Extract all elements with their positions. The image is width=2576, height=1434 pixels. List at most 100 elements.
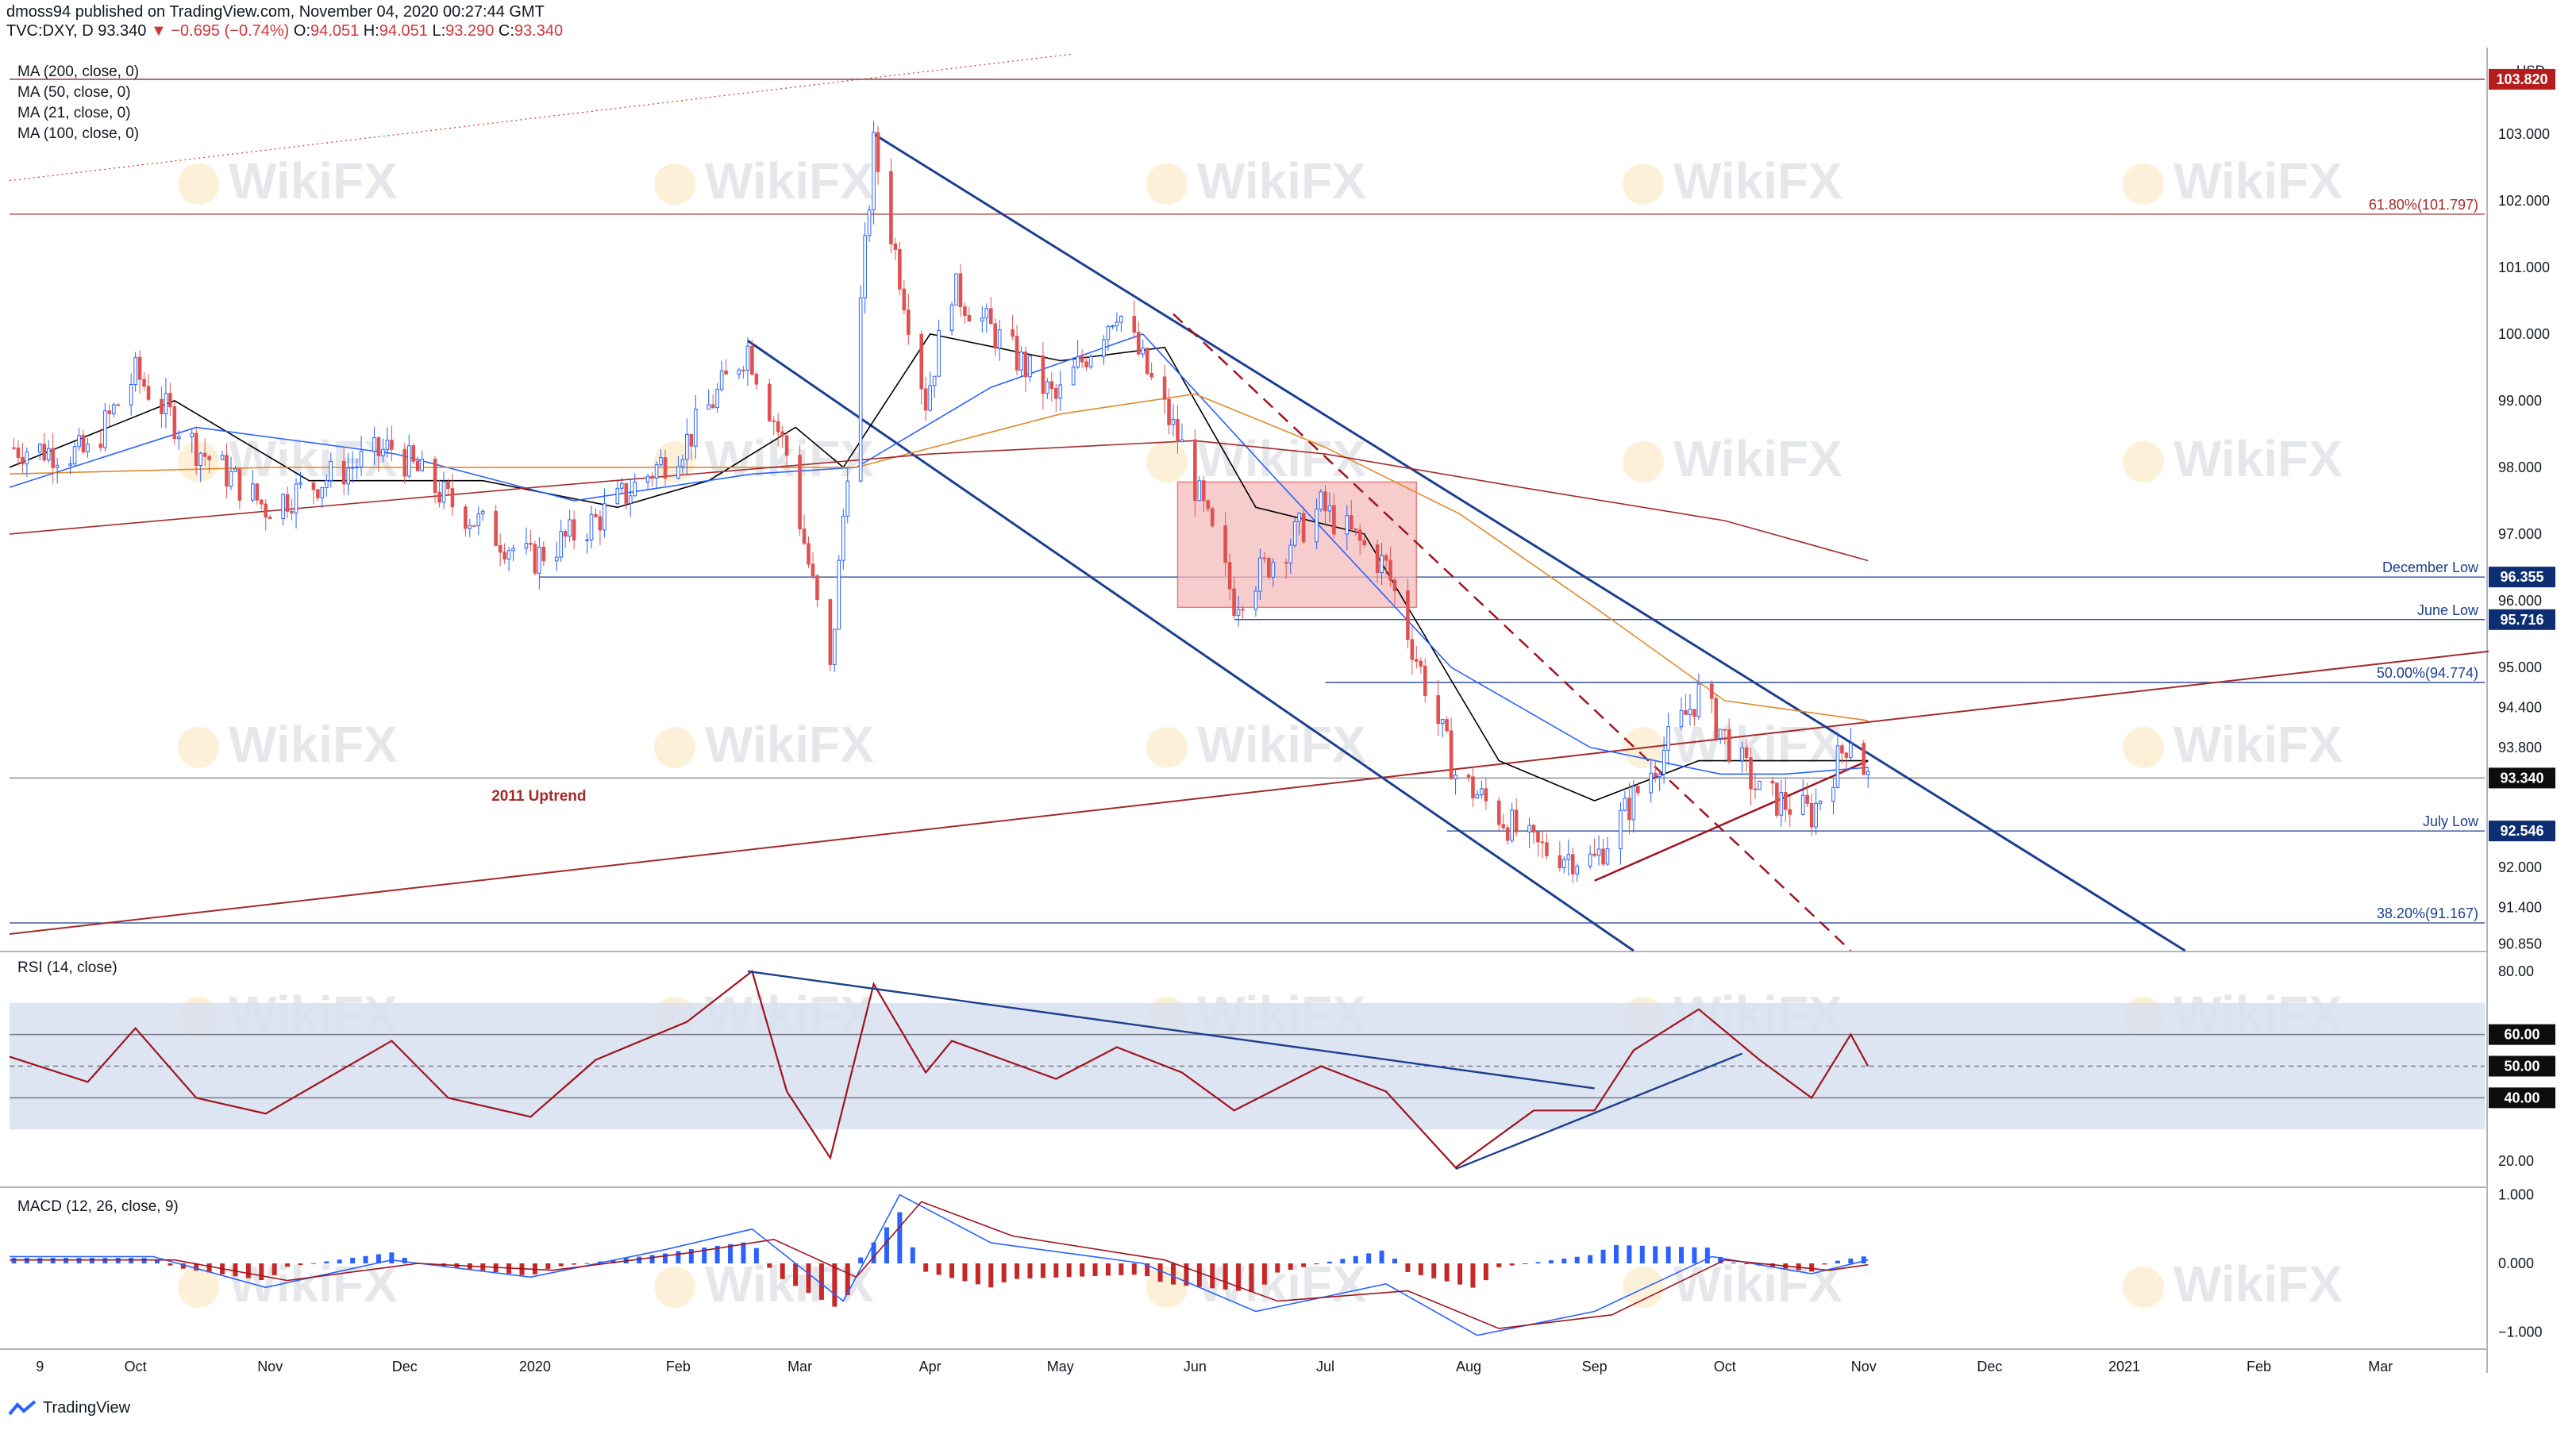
candle-body bbox=[1423, 665, 1427, 697]
macd-histogram-bar bbox=[584, 1263, 590, 1264]
candle-body bbox=[889, 171, 893, 244]
candle-body bbox=[589, 513, 594, 540]
candle-body bbox=[1749, 757, 1753, 790]
macd-histogram-bar bbox=[1809, 1263, 1815, 1272]
dotted-trendline bbox=[9, 53, 1074, 182]
candle-body bbox=[802, 529, 807, 544]
macd-histogram-bar bbox=[1613, 1244, 1619, 1264]
price-tick-label: 94.400 bbox=[2498, 699, 2542, 715]
candle-body bbox=[1449, 730, 1454, 779]
macd-pane-label[interactable]: MACD (12, 26, close, 9) bbox=[17, 1198, 179, 1215]
macd-histogram-bar bbox=[1196, 1263, 1202, 1287]
candle-body bbox=[1558, 855, 1562, 868]
candle-body bbox=[1688, 709, 1692, 715]
watermark-text: WikiFX bbox=[705, 430, 874, 487]
candle-body bbox=[715, 388, 719, 409]
time-tick-label: Mar bbox=[2368, 1359, 2393, 1374]
candle-body bbox=[1362, 540, 1366, 545]
rsi-tag: 60.00 bbox=[2504, 1027, 2539, 1043]
candle-body bbox=[86, 443, 90, 452]
price-tick-label: 96.000 bbox=[2498, 593, 2542, 609]
candle-body bbox=[980, 317, 984, 322]
watermark-logo-icon bbox=[654, 163, 695, 205]
candle-body bbox=[142, 379, 146, 387]
candle-body bbox=[1649, 772, 1654, 794]
macd-histogram-bar bbox=[767, 1263, 772, 1268]
macd-histogram-bar bbox=[793, 1263, 799, 1286]
candle-body bbox=[146, 386, 151, 400]
candle-body bbox=[164, 393, 168, 414]
macd-histogram-bar bbox=[1353, 1255, 1358, 1264]
candle-body bbox=[1119, 316, 1123, 323]
macd-histogram-bar bbox=[1405, 1263, 1411, 1272]
legend-ma200[interactable]: MA (200, close, 0) bbox=[17, 63, 140, 80]
price-tick-label: 92.000 bbox=[2498, 859, 2542, 875]
candle-body bbox=[1570, 854, 1575, 875]
candle-body bbox=[967, 315, 972, 322]
watermark-text: WikiFX bbox=[705, 716, 874, 773]
candle-body bbox=[268, 517, 272, 519]
macd-histogram-bar bbox=[350, 1257, 356, 1264]
candle-body bbox=[693, 409, 698, 447]
macd-histogram-bar bbox=[194, 1263, 199, 1271]
candle-body bbox=[1679, 709, 1684, 728]
watermark-text: WikiFX bbox=[2174, 152, 2343, 210]
legend-ma50[interactable]: MA (50, close, 0) bbox=[17, 84, 131, 101]
watermark-text: WikiFX bbox=[2174, 716, 2343, 773]
candle-body bbox=[506, 550, 511, 559]
candle-body bbox=[1288, 544, 1293, 563]
macd-histogram-bar bbox=[1171, 1263, 1176, 1285]
down-arrow-icon: ▼ bbox=[150, 22, 167, 40]
candle-body bbox=[1575, 865, 1580, 875]
candle-body bbox=[372, 436, 376, 452]
candle-body bbox=[1319, 491, 1323, 510]
candle-body bbox=[1197, 480, 1202, 502]
macd-histogram-bar bbox=[1665, 1246, 1671, 1264]
candle-body bbox=[1740, 747, 1744, 761]
candle-body bbox=[1601, 848, 1605, 865]
candle-body bbox=[1415, 659, 1419, 662]
price-tick-label: 91.400 bbox=[2498, 899, 2542, 915]
macd-histogram-bar bbox=[1561, 1258, 1567, 1264]
candle-body bbox=[1297, 513, 1301, 522]
macd-histogram-bar bbox=[858, 1257, 864, 1264]
candle-body bbox=[177, 436, 181, 440]
candle-body bbox=[1267, 558, 1271, 578]
candle-body bbox=[160, 398, 164, 414]
macd-histogram-bar bbox=[923, 1263, 929, 1272]
rsi-pane-label[interactable]: RSI (14, close) bbox=[17, 959, 117, 976]
watermark-logo-icon bbox=[1623, 441, 1664, 482]
macd-histogram-bar bbox=[688, 1249, 694, 1264]
candle-body bbox=[329, 460, 333, 482]
candle-body bbox=[659, 457, 663, 466]
legend-ma21[interactable]: MA (21, close, 0) bbox=[17, 105, 131, 121]
indicator-legend: MA (200, close, 0) MA (50, close, 0) MA … bbox=[17, 62, 139, 144]
candle-body bbox=[1588, 853, 1592, 867]
candle-body bbox=[464, 506, 468, 529]
candle-body bbox=[1206, 500, 1211, 509]
candle-body bbox=[1744, 747, 1749, 759]
macd-histogram-bar bbox=[1261, 1263, 1267, 1285]
candle-body bbox=[798, 455, 802, 530]
candle-body bbox=[1054, 388, 1058, 399]
candle-body bbox=[1357, 529, 1362, 541]
tradingview-brand[interactable]: TradingView bbox=[8, 1399, 130, 1417]
candle-body bbox=[281, 494, 285, 519]
candle-body bbox=[954, 273, 958, 306]
legend-ma100[interactable]: MA (100, close, 0) bbox=[17, 125, 140, 142]
candle-body bbox=[1167, 398, 1171, 425]
rsi-rising-trendline bbox=[1455, 1052, 1743, 1171]
candle-body bbox=[233, 468, 237, 472]
macd-histogram-bar bbox=[949, 1263, 955, 1278]
tradingview-logo-icon bbox=[8, 1399, 37, 1415]
candle-body bbox=[1471, 776, 1475, 799]
time-tick-label: Feb bbox=[2247, 1359, 2271, 1374]
macd-histogram-bar bbox=[1653, 1246, 1658, 1264]
candle-body bbox=[1084, 361, 1088, 367]
candle-body bbox=[190, 433, 194, 437]
symbol-text[interactable]: TVC:DXY, D bbox=[6, 22, 94, 40]
level-label: June Low bbox=[2417, 602, 2479, 618]
candle-body bbox=[598, 516, 603, 531]
candle-body bbox=[298, 482, 302, 485]
candle-body bbox=[1145, 348, 1149, 374]
